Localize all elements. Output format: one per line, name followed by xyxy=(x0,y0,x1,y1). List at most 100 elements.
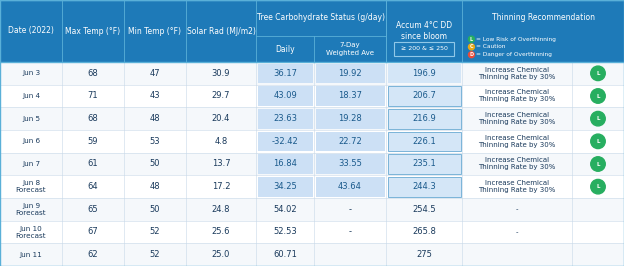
Text: -: - xyxy=(516,229,519,235)
Circle shape xyxy=(469,44,474,50)
Text: 265.8: 265.8 xyxy=(412,227,436,236)
Text: 34.25: 34.25 xyxy=(273,182,297,191)
Text: 22.72: 22.72 xyxy=(338,137,362,146)
Text: 24.8: 24.8 xyxy=(212,205,230,214)
FancyBboxPatch shape xyxy=(388,177,461,197)
Text: 43.64: 43.64 xyxy=(338,182,362,191)
Text: Jun 4: Jun 4 xyxy=(22,93,40,99)
Text: 52: 52 xyxy=(150,227,160,236)
Text: 48: 48 xyxy=(150,182,160,191)
Text: Increase Chemical
Thinning Rate by 30%: Increase Chemical Thinning Rate by 30% xyxy=(479,89,556,102)
FancyBboxPatch shape xyxy=(316,86,384,106)
FancyBboxPatch shape xyxy=(258,86,313,106)
Text: -: - xyxy=(348,227,351,236)
Text: Jun 9
Forecast: Jun 9 Forecast xyxy=(16,203,46,216)
Text: 47: 47 xyxy=(150,69,160,78)
Text: Daily: Daily xyxy=(275,44,295,53)
FancyBboxPatch shape xyxy=(0,153,624,175)
Text: 244.3: 244.3 xyxy=(412,182,436,191)
Text: = Danger of Overthinning: = Danger of Overthinning xyxy=(476,52,552,57)
Text: 59: 59 xyxy=(88,137,98,146)
FancyBboxPatch shape xyxy=(258,177,313,197)
Text: 17.2: 17.2 xyxy=(212,182,230,191)
Text: 33.55: 33.55 xyxy=(338,160,362,168)
Text: 254.5: 254.5 xyxy=(412,205,436,214)
Text: -: - xyxy=(516,206,519,212)
Text: Tree Carbohydrate Status (g/day): Tree Carbohydrate Status (g/day) xyxy=(257,14,385,23)
FancyBboxPatch shape xyxy=(258,109,313,128)
Text: Thinning Recommendation: Thinning Recommendation xyxy=(492,14,595,23)
Text: Jun 8
Forecast: Jun 8 Forecast xyxy=(16,180,46,193)
FancyBboxPatch shape xyxy=(0,62,624,85)
Text: 226.1: 226.1 xyxy=(412,137,436,146)
FancyBboxPatch shape xyxy=(0,198,624,221)
Text: Accum 4°C DD
since bloom: Accum 4°C DD since bloom xyxy=(396,21,452,41)
FancyBboxPatch shape xyxy=(258,64,313,83)
FancyBboxPatch shape xyxy=(388,154,461,174)
Text: C: C xyxy=(470,44,473,49)
Text: Solar Rad (MJ/m2): Solar Rad (MJ/m2) xyxy=(187,27,255,35)
Text: 25.0: 25.0 xyxy=(212,250,230,259)
Text: 68: 68 xyxy=(87,114,99,123)
Text: 29.7: 29.7 xyxy=(212,92,230,101)
Text: = Low Risk of Overthinning: = Low Risk of Overthinning xyxy=(476,37,556,41)
Text: L: L xyxy=(597,184,600,189)
Text: -32.42: -32.42 xyxy=(271,137,298,146)
FancyBboxPatch shape xyxy=(316,64,384,83)
Text: 196.9: 196.9 xyxy=(412,69,436,78)
Text: Increase Chemical
Thinning Rate by 30%: Increase Chemical Thinning Rate by 30% xyxy=(479,67,556,80)
FancyBboxPatch shape xyxy=(316,131,384,151)
Text: Increase Chemical
Thinning Rate by 30%: Increase Chemical Thinning Rate by 30% xyxy=(479,112,556,125)
Text: Jun 3: Jun 3 xyxy=(22,70,40,76)
Text: -: - xyxy=(348,205,351,214)
Text: Jun 11: Jun 11 xyxy=(19,252,42,258)
Text: 19.28: 19.28 xyxy=(338,114,362,123)
Text: D: D xyxy=(469,52,474,57)
FancyBboxPatch shape xyxy=(258,154,313,174)
FancyBboxPatch shape xyxy=(388,64,461,83)
Text: 16.84: 16.84 xyxy=(273,160,297,168)
Text: 65: 65 xyxy=(88,205,99,214)
FancyBboxPatch shape xyxy=(0,175,624,198)
Text: L: L xyxy=(597,71,600,76)
Text: 53: 53 xyxy=(150,137,160,146)
Text: 36.17: 36.17 xyxy=(273,69,297,78)
Text: 50: 50 xyxy=(150,205,160,214)
FancyBboxPatch shape xyxy=(0,0,624,62)
Text: 13.7: 13.7 xyxy=(212,160,230,168)
Text: 20.4: 20.4 xyxy=(212,114,230,123)
Circle shape xyxy=(591,157,605,171)
FancyBboxPatch shape xyxy=(316,154,384,174)
FancyBboxPatch shape xyxy=(258,131,313,151)
Text: 206.7: 206.7 xyxy=(412,92,436,101)
Text: L: L xyxy=(597,139,600,144)
Circle shape xyxy=(469,36,474,42)
Text: 7-Day
Weighted Ave: 7-Day Weighted Ave xyxy=(326,43,374,56)
Circle shape xyxy=(591,66,605,81)
Text: 67: 67 xyxy=(87,227,99,236)
Text: Max Temp (°F): Max Temp (°F) xyxy=(66,27,120,35)
Text: 43: 43 xyxy=(150,92,160,101)
Circle shape xyxy=(591,89,605,103)
Text: 71: 71 xyxy=(88,92,99,101)
FancyBboxPatch shape xyxy=(316,109,384,128)
Text: Jun 7: Jun 7 xyxy=(22,161,40,167)
Text: 235.1: 235.1 xyxy=(412,160,436,168)
FancyBboxPatch shape xyxy=(316,177,384,197)
Text: 25.6: 25.6 xyxy=(212,227,230,236)
Text: Jun 10
Forecast: Jun 10 Forecast xyxy=(16,226,46,239)
Text: 60.71: 60.71 xyxy=(273,250,297,259)
Text: L: L xyxy=(597,161,600,167)
Text: Increase Chemical
Thinning Rate by 30%: Increase Chemical Thinning Rate by 30% xyxy=(479,135,556,148)
Text: Min Temp (°F): Min Temp (°F) xyxy=(129,27,182,35)
FancyBboxPatch shape xyxy=(0,221,624,243)
Circle shape xyxy=(591,111,605,126)
Text: 18.37: 18.37 xyxy=(338,92,362,101)
FancyBboxPatch shape xyxy=(0,107,624,130)
Text: L: L xyxy=(597,116,600,121)
FancyBboxPatch shape xyxy=(0,85,624,107)
Text: 62: 62 xyxy=(88,250,99,259)
Circle shape xyxy=(591,134,605,149)
Text: 48: 48 xyxy=(150,114,160,123)
Circle shape xyxy=(591,179,605,194)
